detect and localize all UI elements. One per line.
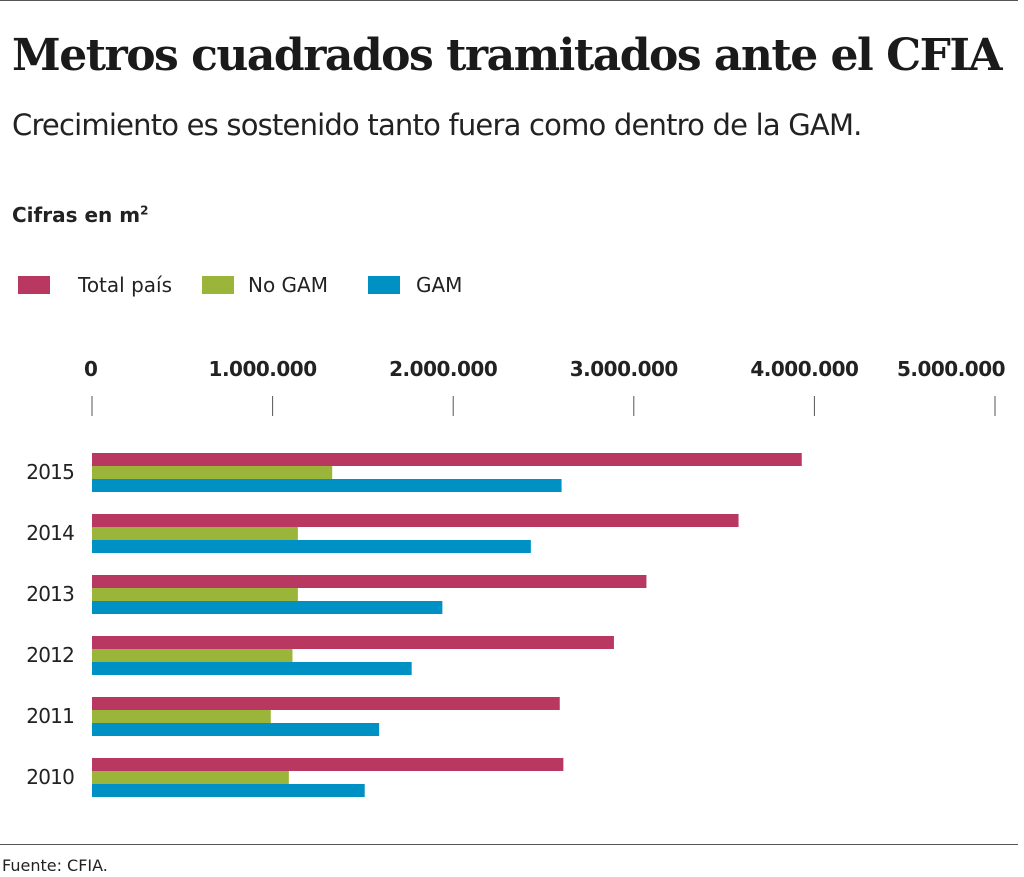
chart-subtitle: Crecimiento es sostenido tanto fuera com… (12, 108, 862, 142)
legend-item-gam: GAM (368, 273, 462, 297)
source-note: Fuente: CFIA. (2, 856, 108, 875)
category-label: 2010 (26, 765, 74, 789)
bar-no-gam-2011 (92, 710, 271, 723)
legend-item-nogam: No GAM (202, 273, 328, 297)
bar-gam-2012 (92, 662, 412, 675)
legend-swatch-nogam (202, 276, 234, 294)
legend-swatch-gam (368, 276, 400, 294)
bar-no-gam-2013 (92, 588, 298, 601)
bar-no-gam-2015 (92, 466, 333, 479)
legend-label-total: Total país (78, 273, 172, 297)
legend: Total país No GAM GAM (18, 273, 462, 297)
category-label: 2012 (26, 643, 74, 667)
legend-label-gam: GAM (416, 273, 463, 297)
legend-swatch-total (18, 276, 50, 294)
category-label: 2013 (26, 582, 74, 606)
x-tick-label: 3.000.000 (570, 357, 678, 381)
bar-gam-2013 (92, 601, 443, 614)
bottom-rule (0, 844, 1018, 845)
bar-total-país-2011 (92, 697, 560, 710)
bar-no-gam-2014 (92, 527, 298, 540)
bar-total-país-2014 (92, 514, 739, 527)
category-label: 2015 (26, 460, 74, 484)
x-tick-label: 2.000.000 (389, 357, 497, 381)
top-rule (0, 0, 1018, 1)
x-tick-label: 5.000.000 (897, 357, 1005, 381)
x-tick-label: 1.000.000 (209, 357, 317, 381)
legend-item-total: Total país (18, 273, 172, 297)
bar-total-país-2010 (92, 758, 564, 771)
bar-total-país-2013 (92, 575, 647, 588)
bar-total-país-2012 (92, 636, 614, 649)
bar-no-gam-2010 (92, 771, 289, 784)
bar-no-gam-2012 (92, 649, 293, 662)
unit-label: Cifras en m2 (12, 203, 148, 227)
bar-gam-2014 (92, 540, 531, 553)
bar-gam-2015 (92, 479, 562, 492)
x-tick-label: 4.000.000 (750, 357, 858, 381)
unit-text: Cifras en m (12, 203, 141, 227)
category-label: 2011 (26, 704, 74, 728)
bar-total-país-2015 (92, 453, 802, 466)
x-tick-label: 0 (84, 357, 97, 381)
bar-gam-2011 (92, 723, 380, 736)
chart-title: Metros cuadrados tramitados ante el CFIA (12, 30, 1003, 81)
bar-gam-2010 (92, 784, 365, 797)
unit-superscript: 2 (140, 203, 149, 218)
category-label: 2014 (26, 521, 74, 545)
legend-label-nogam: No GAM (248, 273, 328, 297)
